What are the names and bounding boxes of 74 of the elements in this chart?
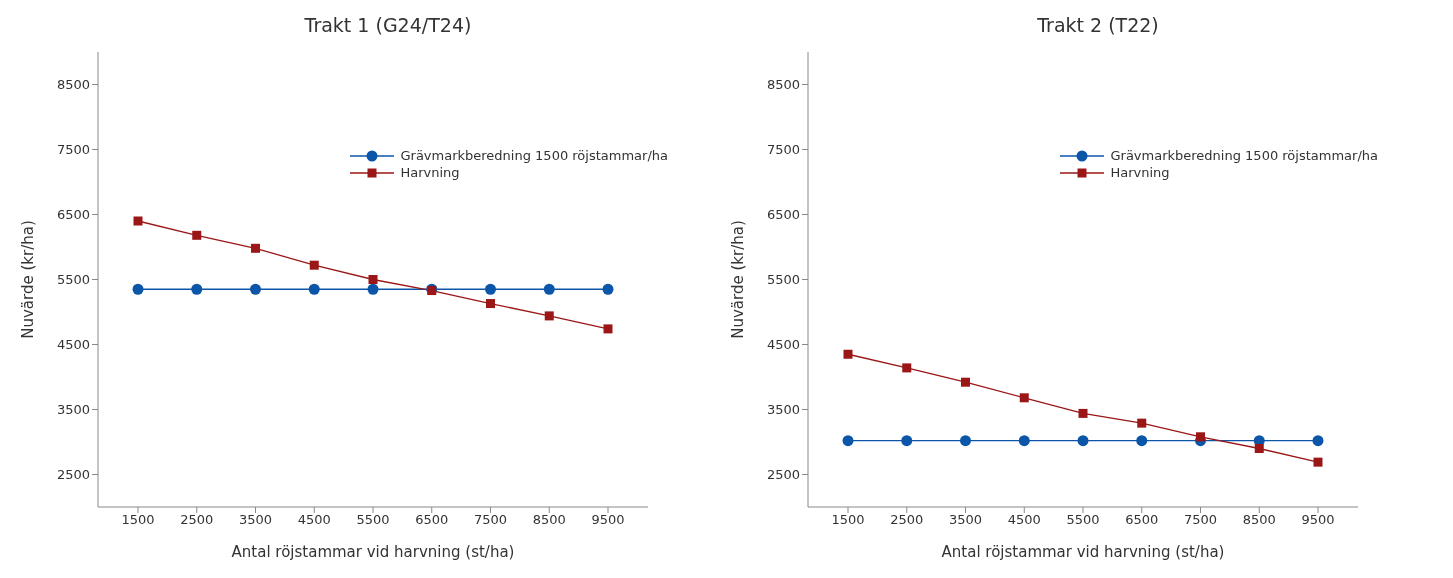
x-tick-label: 8500 [532,512,566,528]
x-tick-label: 4500 [297,512,331,528]
x-tick-label: 5500 [356,512,390,528]
y-tick-label: 8500 [766,77,800,93]
point [602,283,614,295]
y-axis-title: Nuvärde (kr/ha) [19,220,38,339]
point [250,283,261,295]
point [1078,408,1088,418]
x-tick-label: 3500 [948,512,983,528]
y-tick-label: 2500 [766,467,800,483]
point [1019,393,1029,403]
y-tick-label: 3500 [766,402,800,418]
point [133,216,143,226]
y-tick-label: 5500 [56,272,90,288]
point [309,260,319,270]
y-tick-label: 5500 [766,272,800,288]
point [486,299,495,309]
point [1196,432,1205,442]
x-tick-label: 4500 [1007,512,1041,528]
point [367,283,379,295]
point [191,283,203,295]
point [368,275,378,284]
x-tick-label: 1500 [121,512,155,528]
x-axis-title: Antal röjstammar vid harvning (st/ha) [231,543,515,561]
x-axis-title: Antal röjstammar vid harvning (st/ha) [941,543,1225,561]
y-tick-label: 6500 [56,207,90,223]
legend-label: Harvning [1110,165,1170,180]
point [1312,435,1324,447]
y-tick-label: 6500 [766,207,800,223]
point [1018,435,1030,447]
point [902,363,912,373]
point [1137,418,1147,428]
chart-title: Trakt 2 (T22) [1036,13,1160,38]
chart-title: Trakt 1 (G24/T24) [303,13,473,38]
legend-label: Harvning [400,165,460,180]
x-tick-label: 1500 [831,512,865,528]
x-tick-label: 5500 [1066,512,1100,528]
x-tick-label: 6500 [415,512,449,528]
y-tick-label: 8500 [56,77,90,93]
x-tick-label: 9500 [1301,512,1335,528]
point [485,283,496,295]
legend-label: Grävmarkberedning 1500 röjstammar/ha [1110,148,1378,163]
x-tick-label: 2500 [180,512,214,528]
x-tick-label: 9500 [591,512,625,528]
y-tick-label: 4500 [766,337,800,353]
y-tick-label: 4500 [56,337,90,353]
point [132,283,144,295]
point [1136,435,1148,447]
y-tick-label: 7500 [56,142,90,158]
point [603,324,613,334]
x-tick-label: 8500 [1242,512,1276,528]
point [192,230,202,240]
x-tick-label: 7500 [1183,512,1218,528]
point [842,435,854,447]
x-tick-label: 6500 [1125,512,1159,528]
point [1254,444,1264,453]
y-tick-label: 7500 [766,142,800,158]
point [901,435,913,447]
y-tick-label: 3500 [56,402,90,418]
point [544,311,554,321]
x-tick-label: 2500 [890,512,924,528]
point [1313,457,1323,467]
point [1077,435,1089,447]
point [543,283,555,295]
legend-label: Grävmarkberedning 1500 röjstammar/ha [400,148,668,163]
y-axis-title: Nuvärde (kr/ha) [729,220,748,339]
x-tick-label: 7500 [473,512,508,528]
y-tick-label: 2500 [56,467,90,483]
point [308,283,320,295]
point [843,349,853,359]
point [961,377,970,387]
point [960,435,971,447]
point [251,243,260,253]
x-tick-label: 3500 [238,512,273,528]
